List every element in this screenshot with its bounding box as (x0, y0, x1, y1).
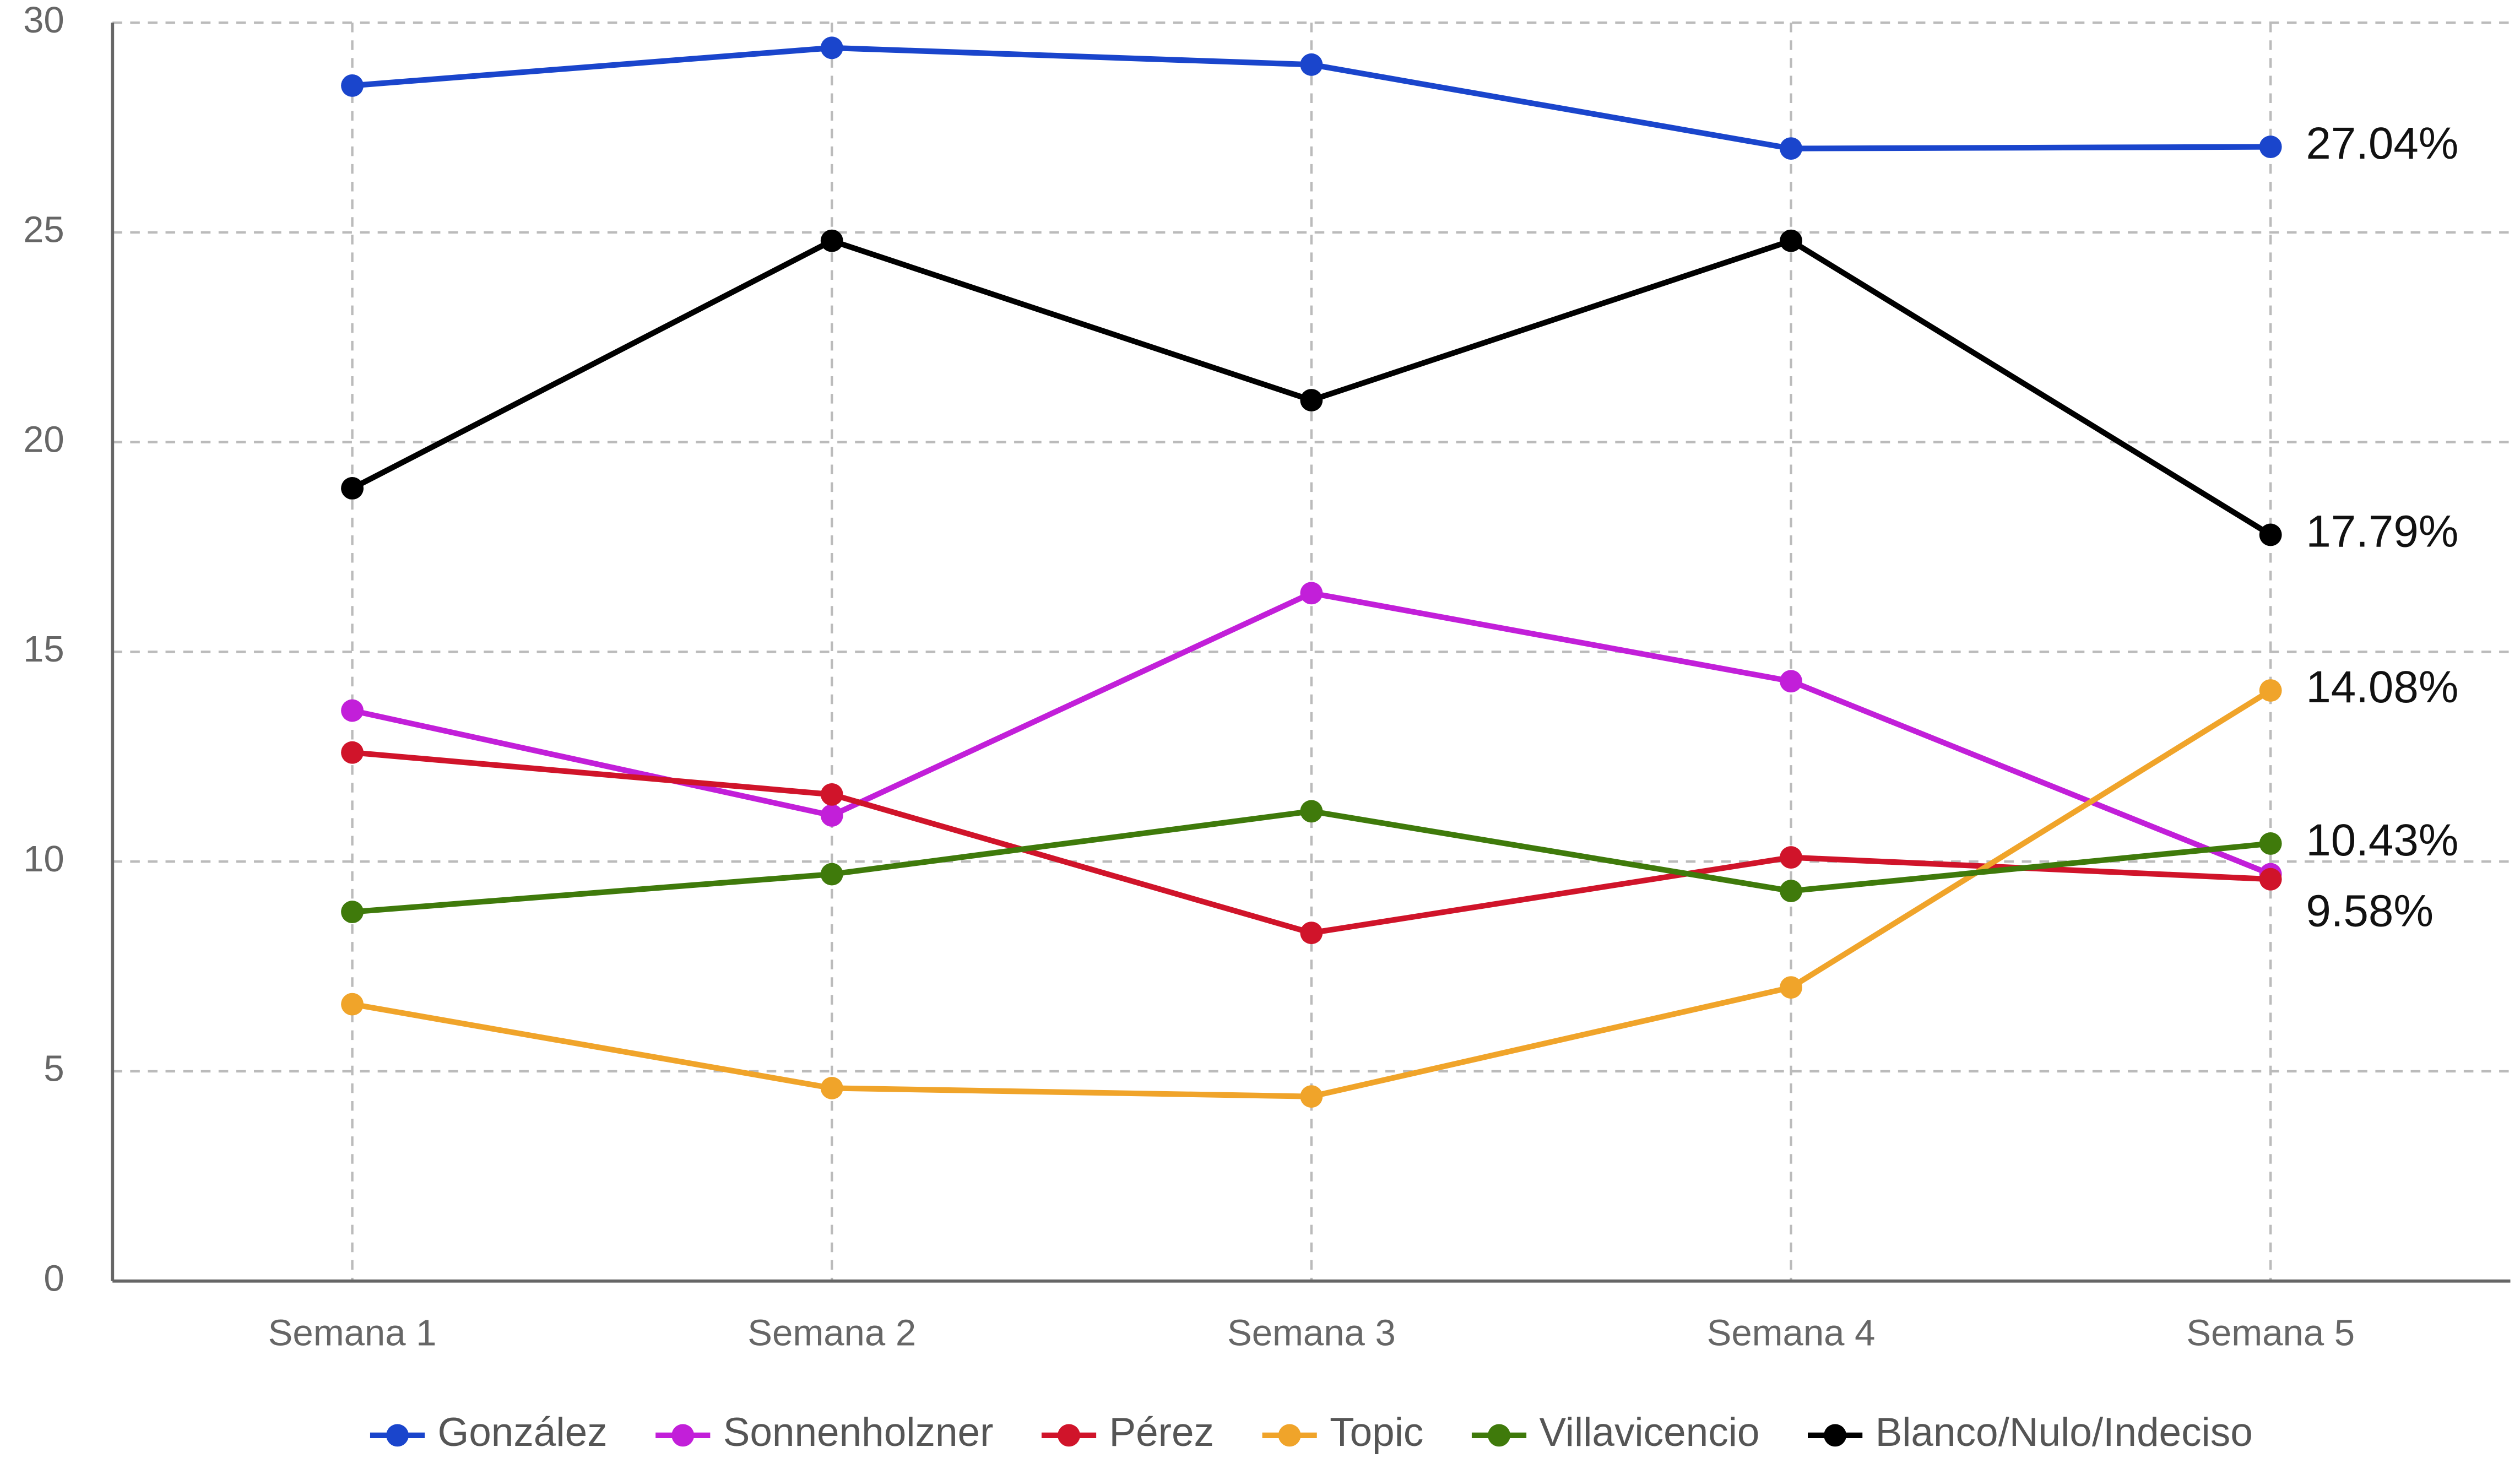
legend-marker (671, 1424, 695, 1447)
y-tick-label: 25 (23, 209, 64, 251)
x-tick-label: Semana 4 (1707, 1313, 1876, 1354)
legend-label: Topic (1330, 1410, 1423, 1455)
x-tick-label: Semana 1 (268, 1313, 437, 1354)
data-point (2259, 832, 2282, 855)
y-tick-label: 10 (23, 838, 64, 880)
data-point (820, 804, 843, 827)
x-tick-label: Semana 5 (2186, 1313, 2355, 1354)
data-point (2259, 679, 2282, 702)
data-point (2259, 135, 2282, 158)
data-point (1780, 229, 1802, 252)
data-point (341, 74, 364, 97)
data-point (1780, 670, 1802, 693)
value-label: 9.58% (2306, 886, 2434, 936)
y-tick-label: 15 (23, 628, 64, 670)
data-point (1780, 880, 1802, 902)
legend-marker (1278, 1424, 1301, 1447)
x-tick-label: Semana 3 (1227, 1313, 1396, 1354)
legend-marker (386, 1424, 409, 1447)
data-point (1780, 976, 1802, 999)
legend-label: Pérez (1109, 1410, 1214, 1455)
legend-marker (1824, 1424, 1847, 1447)
value-label: 14.08% (2306, 662, 2458, 712)
data-point (341, 741, 364, 764)
data-point (820, 863, 843, 886)
data-point (1300, 800, 1323, 823)
value-label: 17.79% (2306, 507, 2458, 557)
legend-label: Blanco/Nulo/Indeciso (1876, 1410, 2253, 1455)
x-tick-label: Semana 2 (747, 1313, 916, 1354)
data-point (820, 1077, 843, 1099)
data-point (1300, 922, 1323, 945)
data-point (820, 36, 843, 59)
y-tick-label: 30 (23, 0, 64, 41)
data-point (1780, 137, 1802, 160)
data-point (2259, 523, 2282, 546)
data-point (341, 699, 364, 722)
y-tick-label: 20 (23, 419, 64, 460)
data-point (341, 993, 364, 1016)
value-label: 27.04% (2306, 118, 2458, 169)
data-point (341, 477, 364, 500)
data-point (820, 783, 843, 806)
legend-marker (1058, 1424, 1080, 1447)
value-label: 10.43% (2306, 815, 2458, 865)
data-point (1300, 1085, 1323, 1108)
legend-label: González (437, 1410, 607, 1455)
legend-marker (1488, 1424, 1510, 1447)
data-point (1300, 389, 1323, 411)
legend-label: Villavicencio (1539, 1410, 1759, 1455)
legend: González Sonnenholzner Pérez Topic Villavice… (370, 1410, 2253, 1455)
data-point (1300, 53, 1323, 76)
legend-label: Sonnenholzner (723, 1410, 994, 1455)
data-point (2259, 868, 2282, 891)
data-point (1300, 582, 1323, 605)
data-point (1780, 846, 1802, 869)
y-tick-label: 5 (44, 1048, 64, 1090)
data-point (820, 229, 843, 252)
y-tick-label: 0 (44, 1258, 64, 1299)
data-point (341, 901, 364, 924)
